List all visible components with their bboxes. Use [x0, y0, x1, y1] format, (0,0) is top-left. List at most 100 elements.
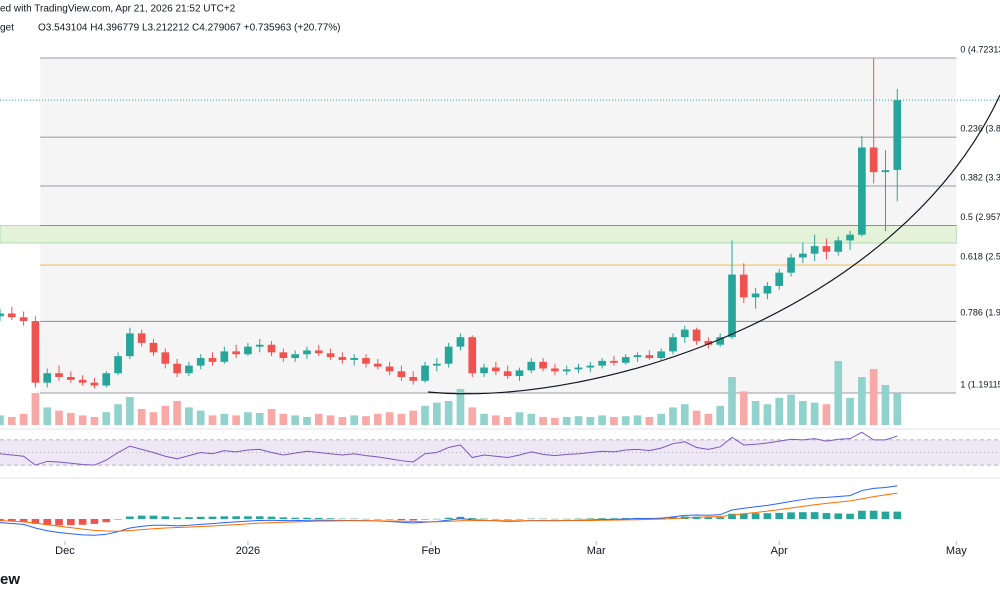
- fib-label: 0.382 (3.37: [960, 172, 1000, 182]
- macd-histogram-bar: [338, 518, 347, 520]
- candle-body: [397, 371, 406, 378]
- macd-histogram-bar: [43, 519, 52, 526]
- volume-bar: [657, 413, 665, 425]
- candle-body: [834, 240, 843, 252]
- x-tick-label: Apr: [771, 545, 788, 557]
- x-tick-label: Dec: [55, 545, 75, 557]
- candle-body: [858, 147, 866, 235]
- x-tick-label: 2026: [236, 545, 260, 557]
- macd-histogram-bar: [503, 519, 512, 520]
- candle-body: [763, 285, 772, 294]
- volume-bar: [456, 389, 465, 425]
- volume-bar: [515, 412, 524, 425]
- candle-body: [78, 379, 87, 383]
- volume-bar: [43, 407, 52, 425]
- candle-body: [704, 340, 713, 345]
- volume-bar: [126, 397, 134, 425]
- macd-histogram-bar: [196, 516, 205, 519]
- volume-bar: [196, 410, 205, 425]
- volume-bar: [633, 415, 642, 425]
- fib-label: 0.5 (2.9571: [960, 212, 1000, 222]
- candle-body: [456, 337, 465, 347]
- candle-body: [503, 371, 512, 377]
- macd-histogram-bar: [303, 517, 311, 519]
- macd-histogram-bar: [137, 515, 146, 519]
- candle-body: [822, 246, 831, 252]
- x-tick-label: May: [946, 545, 967, 557]
- candle-body: [551, 368, 559, 372]
- macd-histogram-bar: [468, 518, 477, 519]
- volume-bar: [492, 415, 500, 425]
- macd-histogram-bar: [362, 518, 370, 520]
- volume-bar: [645, 417, 654, 425]
- volume-bar: [208, 415, 217, 425]
- macd-histogram-bar: [55, 519, 63, 526]
- macd-histogram-bar: [822, 513, 831, 519]
- volume-bar: [881, 385, 890, 425]
- macd-histogram-bar: [704, 517, 713, 519]
- volume-bar: [822, 404, 831, 425]
- candle-body: [775, 272, 784, 286]
- volume-bar: [185, 407, 193, 425]
- candle-body: [255, 344, 264, 347]
- volume-bar: [751, 401, 760, 425]
- volume-bar: [775, 397, 784, 425]
- macd-histogram-bar: [385, 519, 394, 520]
- candle-body: [468, 337, 477, 374]
- candle-body: [598, 360, 606, 366]
- candle-body: [480, 367, 488, 374]
- volume-bar: [444, 401, 453, 425]
- candle-body: [232, 351, 240, 355]
- candle-body: [208, 358, 217, 362]
- volume-bar: [137, 409, 146, 425]
- volume-bar: [291, 415, 299, 425]
- volume-bar: [255, 413, 264, 425]
- volume-bar: [787, 394, 795, 425]
- volume-bar: [669, 407, 677, 425]
- candle-body: [444, 346, 453, 364]
- volume-bar: [539, 417, 547, 425]
- volume-bar: [598, 415, 606, 425]
- candle-body: [645, 355, 654, 359]
- candle-body: [67, 377, 75, 380]
- macd-histogram-bar: [869, 510, 878, 519]
- macd-histogram-bar: [279, 517, 288, 519]
- macd-histogram-bar: [161, 516, 170, 519]
- macd-histogram-bar: [432, 518, 441, 520]
- macd-histogram-bar: [126, 516, 134, 519]
- macd-histogram-bar: [846, 513, 854, 519]
- candle-body: [728, 274, 736, 338]
- fib-label: 0.786 (1.94: [960, 308, 1000, 318]
- volume-bar: [610, 417, 618, 425]
- macd-histogram-bar: [173, 517, 181, 519]
- macd-histogram-bar: [574, 518, 583, 520]
- volume-bar: [468, 407, 477, 425]
- macd-histogram-bar: [232, 516, 240, 519]
- candle-body: [279, 352, 288, 359]
- volume-bar: [692, 410, 701, 425]
- candle-body: [539, 361, 547, 369]
- zone: [0, 225, 957, 244]
- candle-body: [409, 377, 418, 381]
- x-tick-label: Mar: [587, 545, 606, 557]
- candle-body: [373, 363, 382, 367]
- candle-body: [669, 337, 677, 352]
- macd-histogram-bar: [149, 515, 158, 519]
- macd-histogram-bar: [728, 513, 736, 519]
- volume-bar: [704, 413, 713, 425]
- candle-body: [137, 333, 146, 343]
- candle-body: [810, 246, 819, 254]
- candle-body: [680, 329, 689, 338]
- candle-body: [846, 234, 854, 241]
- header-symbol: get: [0, 23, 14, 34]
- volume-bar: [798, 401, 807, 425]
- macd-histogram-bar: [421, 519, 429, 520]
- volume-bar: [480, 413, 488, 425]
- volume-bar: [362, 416, 370, 425]
- macd-line: [0, 485, 898, 536]
- fib-label: 0.236 (3.88: [960, 124, 1000, 134]
- macd-histogram-bar: [739, 513, 748, 519]
- candle-body: [798, 253, 807, 258]
- macd-histogram-bar: [244, 516, 252, 519]
